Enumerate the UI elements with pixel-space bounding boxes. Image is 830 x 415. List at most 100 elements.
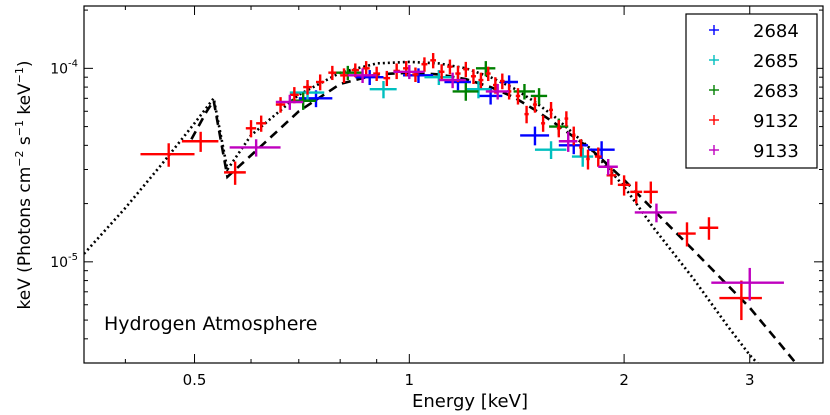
data-point-2685 xyxy=(534,141,567,159)
y-label-exp1: −2 xyxy=(13,151,26,167)
data-point-9133 xyxy=(598,158,618,176)
series-9133 xyxy=(229,65,784,301)
data-point-9132 xyxy=(719,280,762,321)
legend-item-2685: 2685 xyxy=(709,51,799,72)
data-point-9132 xyxy=(430,53,437,69)
model-curves xyxy=(84,60,797,363)
data-point-9132 xyxy=(515,88,521,105)
data-point-2685 xyxy=(465,81,491,99)
data-point-9132 xyxy=(340,68,348,83)
y-axis-label: keV (Photons cm−2 s−1 keV−1) xyxy=(13,60,35,309)
data-point-9132 xyxy=(564,111,569,127)
data-point-2683 xyxy=(452,82,479,101)
data-point-9132 xyxy=(594,147,602,167)
legend-label-2683: 2683 xyxy=(753,81,799,102)
annotation-hydrogen-atmosphere: Hydrogen Atmosphere xyxy=(104,313,317,335)
data-point-9133 xyxy=(485,84,510,100)
legend-item-2684: 2684 xyxy=(709,21,799,42)
data-points xyxy=(140,53,784,321)
x-tick-label-1: 1 xyxy=(405,371,415,389)
data-point-9132 xyxy=(438,64,445,81)
data-point-9132 xyxy=(556,120,561,138)
data-point-9132 xyxy=(373,66,381,82)
legend-item-2683: 2683 xyxy=(709,81,799,102)
data-point-2684 xyxy=(355,70,384,86)
legend-label-2684: 2684 xyxy=(753,21,799,42)
data-point-9132 xyxy=(383,70,391,87)
y-label-pre: keV (Photons cm xyxy=(15,167,35,310)
data-point-9133 xyxy=(711,267,784,301)
data-point-2683 xyxy=(530,88,548,105)
data-point-9132 xyxy=(630,181,643,204)
data-point-9132 xyxy=(245,120,257,138)
data-point-9132 xyxy=(678,222,696,247)
x-tick-label-3: 3 xyxy=(745,371,755,389)
data-point-9132 xyxy=(579,139,583,157)
data-point-9132 xyxy=(541,115,546,132)
data-point-9132 xyxy=(571,126,576,146)
data-point-9132 xyxy=(643,181,658,204)
data-point-9132 xyxy=(328,65,337,81)
data-point-9133 xyxy=(275,94,304,110)
data-point-9132 xyxy=(447,59,453,75)
data-point-9132 xyxy=(586,149,590,170)
model-dotted xyxy=(84,60,760,363)
y-label-mid2: keV xyxy=(15,83,35,120)
data-point-2683 xyxy=(475,61,496,77)
data-point-9132 xyxy=(316,74,325,91)
legend: 2684 2685 2683 9132 9133 xyxy=(685,13,818,169)
data-point-9133 xyxy=(393,65,425,80)
data-point-9132 xyxy=(699,217,719,240)
legend-label-9132: 9132 xyxy=(753,111,799,132)
data-point-9132 xyxy=(478,72,484,89)
data-point-2683 xyxy=(332,65,363,81)
legend-item-9132: 9132 xyxy=(709,111,799,132)
data-point-9132 xyxy=(524,105,529,124)
data-point-9133 xyxy=(634,203,677,223)
data-point-2685 xyxy=(571,147,594,167)
data-point-9132 xyxy=(181,131,219,152)
model-dashed xyxy=(190,71,797,363)
data-point-9132 xyxy=(617,175,631,196)
x-tick-label-2: 2 xyxy=(619,371,629,389)
data-point-2684 xyxy=(403,68,434,83)
legend-label-9133: 9133 xyxy=(753,141,799,162)
series-9132 xyxy=(140,53,762,321)
data-point-9133 xyxy=(558,131,578,152)
data-point-9132 xyxy=(140,143,195,167)
data-point-9132 xyxy=(532,97,538,113)
data-point-9132 xyxy=(500,73,505,90)
data-point-9132 xyxy=(275,97,286,113)
data-point-9132 xyxy=(421,57,428,72)
data-point-9132 xyxy=(549,101,554,119)
data-point-9132 xyxy=(289,87,299,104)
plot-area xyxy=(84,53,797,363)
data-point-9132 xyxy=(303,80,312,95)
data-point-9132 xyxy=(463,61,469,78)
data-point-9132 xyxy=(470,69,476,85)
y-tick-label-5: 10-5 xyxy=(50,252,78,271)
legend-label-2685: 2685 xyxy=(753,51,799,72)
y-label-exp2: −1 xyxy=(13,120,26,136)
plot-frame xyxy=(83,5,824,364)
axis-ticks: 0.5 1 2 3 10-5 10-4 xyxy=(50,6,823,389)
y-label-post: ) xyxy=(15,60,35,67)
data-point-9132 xyxy=(412,67,419,83)
x-tick-label-0.5: 0.5 xyxy=(183,371,207,389)
series-2685 xyxy=(289,70,594,167)
legend-item-9133: 9133 xyxy=(709,141,799,162)
data-point-9132 xyxy=(256,115,267,132)
y-label-mid1: s xyxy=(15,136,35,150)
data-point-9133 xyxy=(347,68,377,83)
data-point-9132 xyxy=(224,161,246,185)
data-point-9133 xyxy=(438,72,466,89)
data-point-2684 xyxy=(520,126,550,146)
data-point-2685 xyxy=(369,81,397,99)
data-point-9132 xyxy=(485,66,491,82)
y-label-exp3: −1 xyxy=(13,67,26,83)
data-point-9133 xyxy=(229,139,281,157)
legend-box xyxy=(685,13,818,169)
x-axis-label: Energy [keV] xyxy=(412,391,528,412)
y-tick-label-4: 10-4 xyxy=(50,58,78,77)
